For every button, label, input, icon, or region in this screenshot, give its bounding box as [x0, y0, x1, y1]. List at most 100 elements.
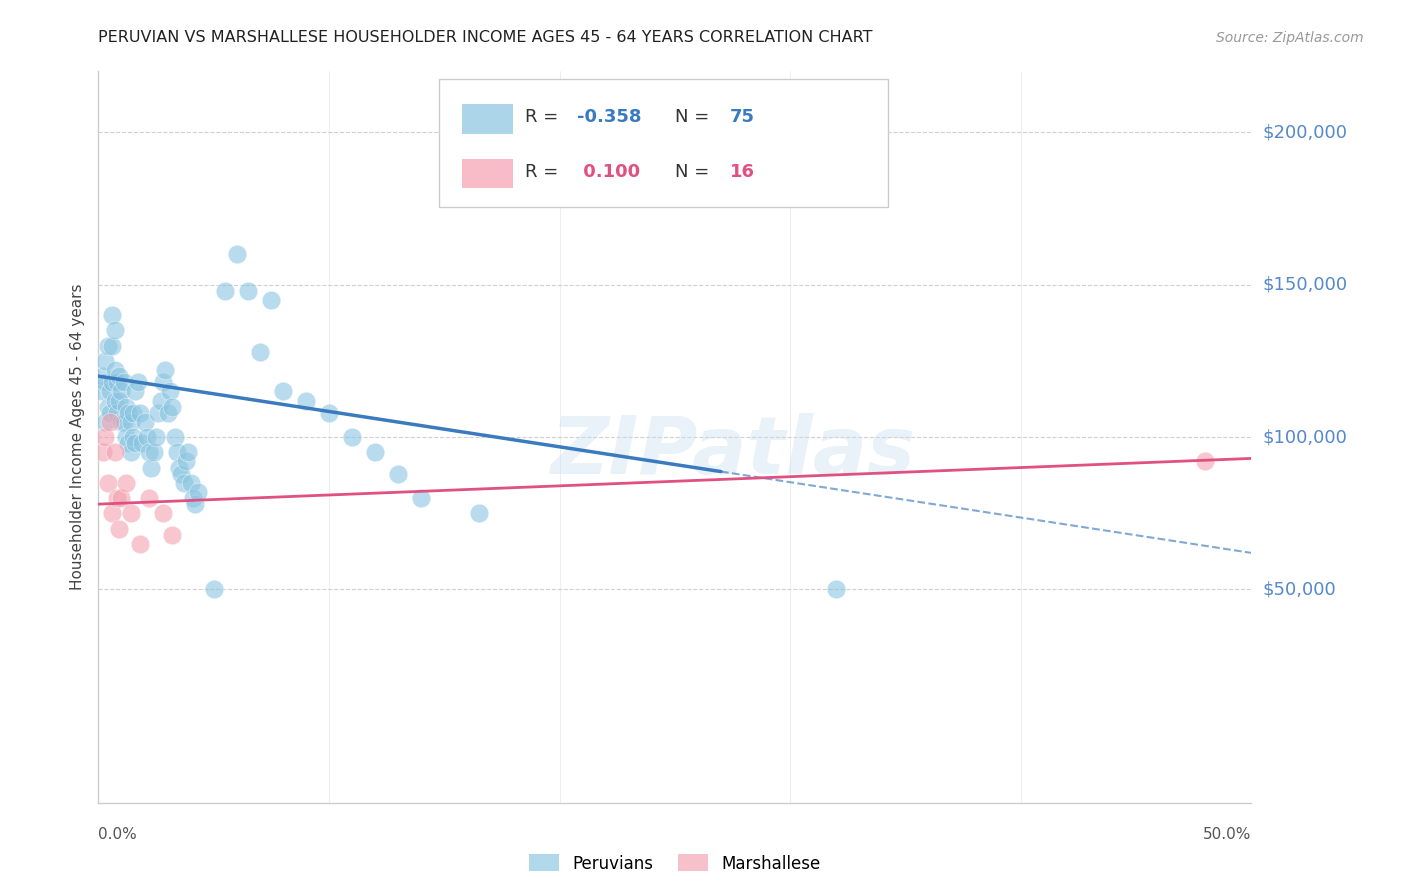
Point [108, 393, 131, 408]
Point [94, 354, 117, 368]
Point [108, 369, 131, 384]
Point [108, 521, 131, 535]
Point [271, 384, 294, 399]
Point [411, 491, 433, 505]
Point [187, 485, 209, 500]
Point [238, 284, 260, 298]
Point [167, 460, 190, 475]
Point [91, 445, 114, 459]
Text: PERUVIAN VS MARSHALLESE HOUSEHOLDER INCOME AGES 45 - 64 YEARS CORRELATION CHART: PERUVIAN VS MARSHALLESE HOUSEHOLDER INCO… [98, 29, 873, 45]
Point [94, 375, 117, 389]
Text: $150,000: $150,000 [1263, 276, 1347, 293]
Point [122, 430, 145, 444]
Point [103, 363, 125, 377]
Point [173, 475, 195, 490]
Point [97, 400, 120, 414]
Point [387, 467, 409, 481]
Point [202, 582, 225, 597]
Point [163, 430, 186, 444]
Point [156, 406, 179, 420]
Point [155, 363, 177, 377]
Point [159, 384, 181, 399]
Point [117, 406, 139, 420]
Point [103, 323, 125, 337]
Point [124, 384, 146, 399]
Point [91, 369, 114, 384]
Point [141, 460, 163, 475]
Point [120, 445, 142, 459]
Point [115, 430, 138, 444]
Point [134, 811, 156, 825]
Point [214, 284, 236, 298]
Point [170, 467, 193, 481]
Point [184, 497, 207, 511]
Point [103, 445, 125, 459]
Text: N =: N = [675, 109, 714, 127]
Point [101, 308, 124, 322]
Point [225, 247, 247, 261]
Point [134, 415, 156, 429]
Text: R =: R = [524, 163, 564, 181]
Point [117, 436, 139, 450]
Point [105, 375, 128, 389]
Point [364, 445, 387, 459]
Point [98, 384, 121, 399]
Text: 16: 16 [730, 163, 755, 181]
Point [115, 475, 138, 490]
Point [103, 393, 125, 408]
Point [174, 454, 197, 468]
Point [112, 375, 135, 389]
Point [110, 415, 132, 429]
Point [180, 475, 202, 490]
Point [105, 406, 128, 420]
FancyBboxPatch shape [439, 78, 889, 207]
Point [127, 375, 149, 389]
Point [160, 400, 183, 414]
Text: $200,000: $200,000 [1263, 123, 1347, 141]
Text: ZIPatlas: ZIPatlas [550, 413, 915, 491]
Point [138, 491, 160, 505]
Point [295, 393, 318, 408]
Point [129, 537, 152, 551]
Point [120, 415, 142, 429]
Point [101, 338, 124, 352]
Point [148, 406, 170, 420]
Y-axis label: Householder Income Ages 45 - 64 years: Householder Income Ages 45 - 64 years [69, 284, 84, 591]
Legend: Peruvians, Marshallese: Peruvians, Marshallese [522, 847, 828, 880]
Point [131, 436, 153, 450]
Point [122, 406, 145, 420]
Point [468, 506, 491, 520]
Point [124, 436, 146, 450]
Point [110, 491, 132, 505]
Point [110, 384, 132, 399]
Point [318, 406, 340, 420]
Point [145, 430, 167, 444]
Text: 75: 75 [730, 109, 755, 127]
Point [97, 338, 120, 352]
Point [142, 445, 165, 459]
Point [260, 293, 283, 307]
Point [825, 582, 848, 597]
Point [94, 415, 117, 429]
Point [249, 344, 271, 359]
Text: 0.100: 0.100 [576, 163, 640, 181]
Point [177, 445, 200, 459]
Text: $100,000: $100,000 [1263, 428, 1347, 446]
Text: N =: N = [675, 163, 714, 181]
Point [152, 506, 174, 520]
Point [181, 491, 204, 505]
Point [112, 415, 135, 429]
Point [97, 475, 120, 490]
Point [135, 430, 157, 444]
Point [101, 375, 124, 389]
Point [120, 506, 142, 520]
Point [90, 384, 112, 399]
Point [105, 491, 128, 505]
Point [166, 445, 188, 459]
Point [98, 415, 121, 429]
Text: Source: ZipAtlas.com: Source: ZipAtlas.com [1216, 30, 1364, 45]
Point [1194, 454, 1216, 468]
Text: R =: R = [524, 109, 564, 127]
Text: -0.358: -0.358 [576, 109, 641, 127]
Point [129, 406, 152, 420]
